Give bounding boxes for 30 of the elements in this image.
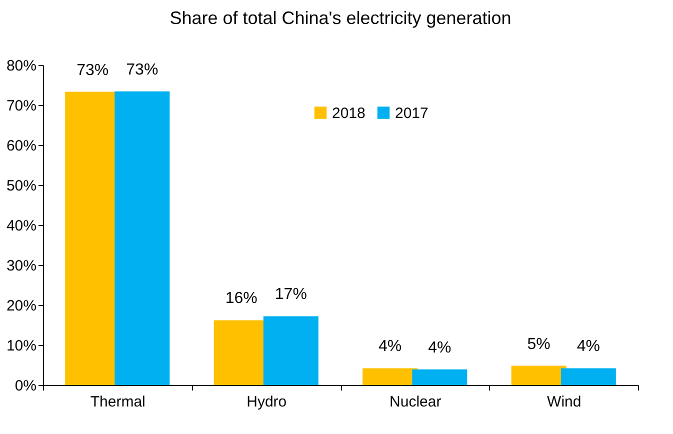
chart-title: Share of total China's electricity generation — [170, 8, 512, 28]
legend-label: 2017 — [395, 104, 428, 122]
bar — [263, 316, 318, 385]
bar — [412, 369, 468, 385]
x-tick-label: Nuclear — [390, 394, 442, 410]
bar — [362, 368, 418, 385]
data-label: 73% — [76, 62, 109, 79]
y-tick-label: 10% — [6, 338, 36, 354]
data-label: 16% — [225, 290, 258, 308]
y-tick-label: 0% — [14, 378, 36, 394]
data-label: 4% — [378, 338, 402, 356]
y-tick-label: 60% — [6, 138, 36, 154]
y-tick-label: 50% — [6, 178, 36, 194]
data-label: 5% — [527, 336, 550, 353]
bar — [114, 91, 170, 385]
data-label: 17% — [274, 286, 307, 304]
bar — [511, 366, 566, 385]
y-tick-label: 30% — [6, 258, 36, 274]
x-tick-label: Hydro — [246, 394, 287, 410]
legend-label: 2018 — [332, 104, 366, 122]
y-tick-label: 70% — [6, 98, 36, 114]
bar — [560, 368, 616, 385]
x-tick-label: Wind — [547, 394, 582, 410]
y-tick-label: 40% — [6, 218, 36, 234]
data-label: 73% — [126, 61, 158, 78]
y-tick-label: 20% — [6, 298, 36, 314]
y-tick-label: 80% — [6, 58, 36, 74]
x-tick-label: Thermal — [90, 394, 146, 410]
data-label: 4% — [428, 339, 452, 356]
data-label: 4% — [576, 338, 600, 356]
